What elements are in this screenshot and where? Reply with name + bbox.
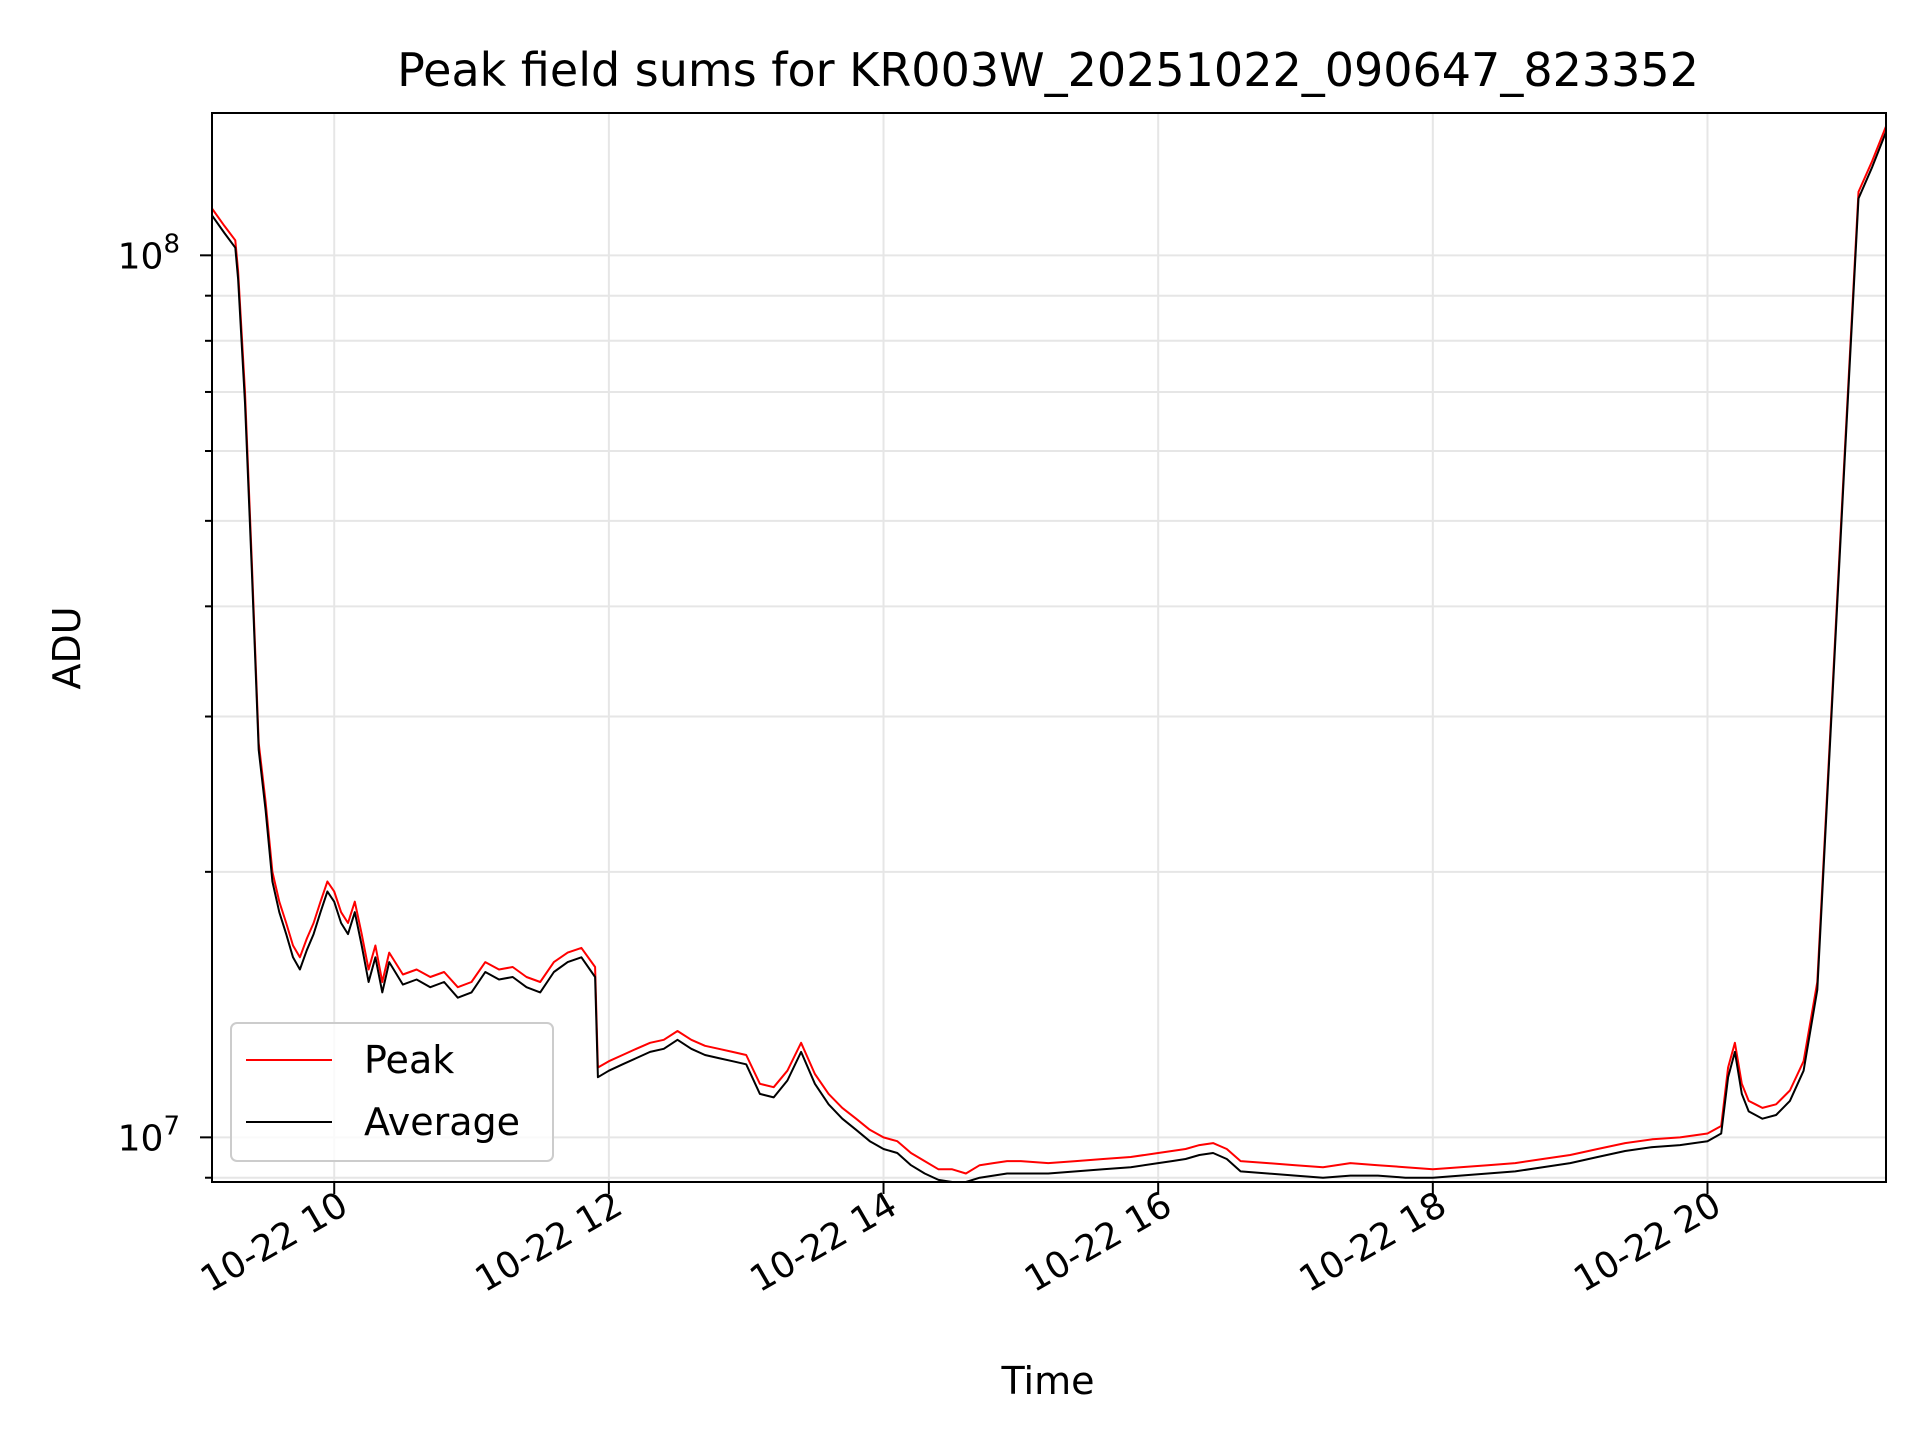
y-tick-label: 108: [118, 229, 180, 277]
plot-frame: [211, 112, 1887, 1183]
y-tick-base: 10: [118, 236, 164, 277]
legend-label-peak: Peak: [364, 1038, 454, 1082]
series-lines: [211, 126, 1887, 1183]
y-tick-base: 10: [118, 1118, 164, 1159]
chart-title: Peak field sums for KR003W_20251022_0906…: [397, 43, 1699, 97]
legend-label-average: Average: [364, 1100, 520, 1144]
y-tick-label: 107: [118, 1111, 180, 1159]
x-axis-label: Time: [1001, 1359, 1095, 1403]
y-axis-label: ADU: [45, 606, 89, 689]
y-tick-exponent: 8: [163, 229, 180, 259]
legend-box: [230, 1022, 554, 1162]
series-line-peak: [211, 126, 1887, 1175]
series-line-average: [211, 131, 1887, 1183]
y-tick-exponent: 7: [163, 1111, 180, 1141]
legend: Peak Average: [230, 1022, 554, 1162]
